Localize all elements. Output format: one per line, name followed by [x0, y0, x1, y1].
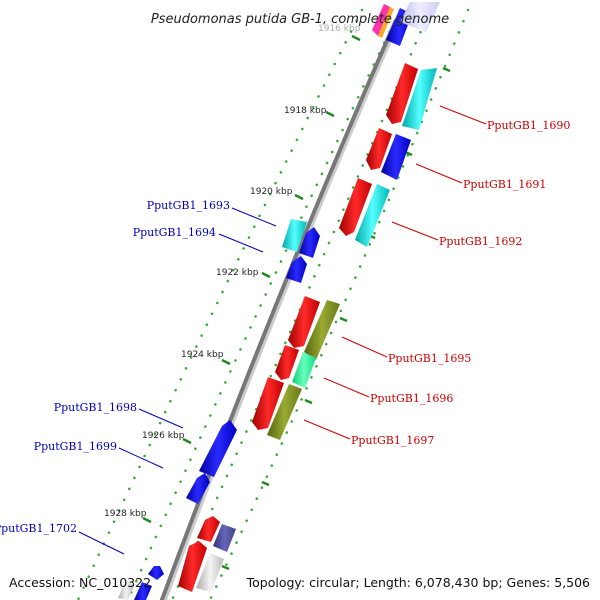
gene-arrow	[134, 582, 152, 600]
gene-arrow	[378, 7, 394, 38]
leader-line	[78, 531, 125, 555]
gene-arrow	[339, 178, 372, 236]
gene-arrow	[400, 2, 440, 32]
leader-line	[218, 233, 264, 253]
leader-line	[341, 336, 388, 358]
gene-arrow	[402, 68, 437, 130]
gene-arrow	[282, 219, 307, 252]
scale-tick	[182, 437, 192, 445]
gene-arrow	[299, 227, 320, 258]
leader-line	[439, 105, 487, 125]
gene-label-1695[interactable]: PputGB1_1695	[388, 352, 471, 365]
leader-line	[391, 221, 439, 241]
gene-arrow	[292, 352, 316, 388]
scale-label-1918: 1918 kbp	[284, 106, 327, 116]
top-partial-genes	[372, 2, 440, 46]
scale-tick	[142, 516, 152, 524]
gene-arrow	[178, 541, 207, 592]
gene-label-1694[interactable]: PputGB1_1694	[133, 226, 216, 239]
leader-line	[231, 207, 277, 227]
gene-arrow	[213, 524, 236, 552]
gene-labels-left: PputGB1_1693 PputGB1_1694 PputGB1_1698 P…	[0, 199, 230, 535]
gene-label-1699[interactable]: PputGB1_1699	[34, 440, 117, 453]
genome-backbone	[159, 19, 398, 600]
gene-label-1702[interactable]: PputGB1_1702	[0, 522, 77, 535]
scale-tick	[261, 271, 271, 279]
gene-label-1693[interactable]: PputGB1_1693	[147, 199, 230, 212]
scale-tick	[339, 316, 348, 323]
gene-arrow	[381, 134, 411, 180]
scale-label-1922: 1922 kbp	[216, 268, 259, 278]
gene-arrow	[118, 580, 134, 600]
accession-text: Accession: NC_010322	[9, 575, 151, 590]
gene-arrow	[196, 553, 224, 592]
topology-text: Topology: circular; Length: 6,078,430 bp…	[246, 575, 590, 590]
gene-arrow	[304, 300, 340, 360]
scale-tick	[294, 193, 304, 201]
leader-line	[303, 419, 351, 440]
gene-label-1691[interactable]: PputGB1_1691	[463, 178, 546, 191]
leader-line	[138, 408, 184, 429]
gene-label-1698[interactable]: PputGB1_1698	[54, 401, 137, 414]
gene-label-1696[interactable]: PputGB1_1696	[370, 392, 453, 405]
gene-label-1690[interactable]: PputGB1_1690	[487, 119, 570, 132]
track-guides	[76, 8, 470, 600]
scale-tick	[261, 480, 270, 487]
gene-arrow	[386, 63, 418, 124]
gene-arrow	[275, 345, 299, 380]
leader-line	[118, 447, 164, 469]
gene-arrow	[148, 566, 164, 580]
scale-ticks	[142, 34, 451, 571]
scale-tick	[325, 110, 335, 118]
scale-label-1916: 1916 kbp	[318, 24, 361, 34]
gene-labels-right: PputGB1_1690 PputGB1_1691 PputGB1_1692 P…	[351, 119, 570, 447]
scale-tick	[442, 66, 451, 73]
scale-label-1924: 1924 kbp	[181, 350, 224, 360]
guide-left-outer	[76, 8, 364, 600]
gene-arrow	[199, 420, 237, 477]
scale-labels: 1916 kbp 1918 kbp 1920 kbp 1922 kbp 1924…	[104, 24, 361, 519]
gene-arrow	[267, 384, 302, 440]
scale-tick	[351, 34, 361, 42]
gene-arrow	[372, 4, 390, 36]
scale-label-1920: 1920 kbp	[250, 187, 293, 197]
gene-arrow	[286, 256, 307, 283]
guide-left-inner	[126, 8, 402, 600]
gene-arrow	[186, 473, 210, 504]
scale-tick	[304, 398, 313, 405]
gene-arrow	[252, 377, 284, 430]
scale-tick	[221, 564, 230, 571]
gene-label-1697[interactable]: PputGB1_1697	[351, 434, 434, 447]
gene-arrow	[366, 128, 392, 170]
guide-right-inner	[170, 8, 432, 600]
scale-label-1928: 1928 kbp	[104, 509, 147, 519]
scale-tick	[221, 358, 231, 366]
gene-arrow	[355, 184, 390, 247]
genome-backbone-shadow	[160, 18, 401, 600]
gene-arrow	[197, 516, 220, 542]
scale-label-1926: 1926 kbp	[142, 431, 185, 441]
leader-lines	[78, 105, 487, 555]
gene-features	[118, 63, 437, 600]
gene-arrow	[288, 296, 320, 348]
leader-line	[415, 163, 463, 184]
leader-line	[323, 377, 370, 398]
map-title: Pseudomonas putida GB-1, complete genome	[151, 12, 449, 27]
gene-label-1692[interactable]: PputGB1_1692	[439, 235, 522, 248]
